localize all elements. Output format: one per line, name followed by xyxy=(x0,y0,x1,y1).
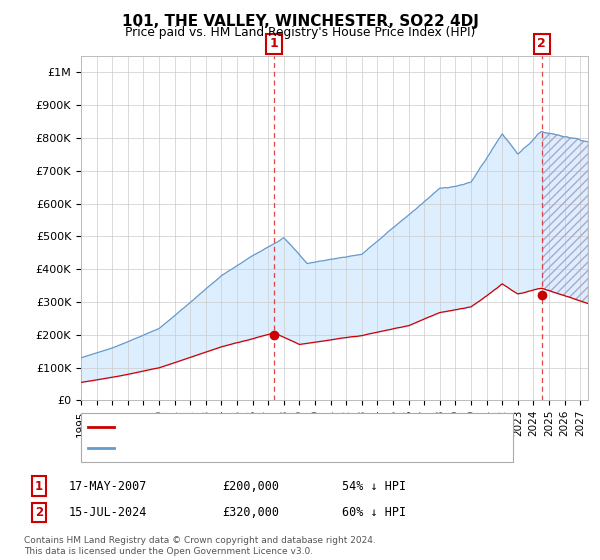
Text: Contains HM Land Registry data © Crown copyright and database right 2024.
This d: Contains HM Land Registry data © Crown c… xyxy=(24,536,376,556)
Text: 60% ↓ HPI: 60% ↓ HPI xyxy=(342,506,406,519)
Text: £320,000: £320,000 xyxy=(222,506,279,519)
Text: 2: 2 xyxy=(538,38,546,50)
Text: 15-JUL-2024: 15-JUL-2024 xyxy=(69,506,148,519)
Text: 1: 1 xyxy=(270,38,278,50)
Text: 101, THE VALLEY, WINCHESTER, SO22 4DJ (detached house): 101, THE VALLEY, WINCHESTER, SO22 4DJ (d… xyxy=(118,422,455,432)
Text: 1: 1 xyxy=(35,479,43,493)
Text: 2: 2 xyxy=(35,506,43,519)
Text: £200,000: £200,000 xyxy=(222,479,279,493)
Text: 54% ↓ HPI: 54% ↓ HPI xyxy=(342,479,406,493)
Text: 101, THE VALLEY, WINCHESTER, SO22 4DJ: 101, THE VALLEY, WINCHESTER, SO22 4DJ xyxy=(122,14,478,29)
Text: Price paid vs. HM Land Registry's House Price Index (HPI): Price paid vs. HM Land Registry's House … xyxy=(125,26,475,39)
Text: 17-MAY-2007: 17-MAY-2007 xyxy=(69,479,148,493)
Text: HPI: Average price, detached house, Winchester: HPI: Average price, detached house, Winc… xyxy=(118,443,388,453)
